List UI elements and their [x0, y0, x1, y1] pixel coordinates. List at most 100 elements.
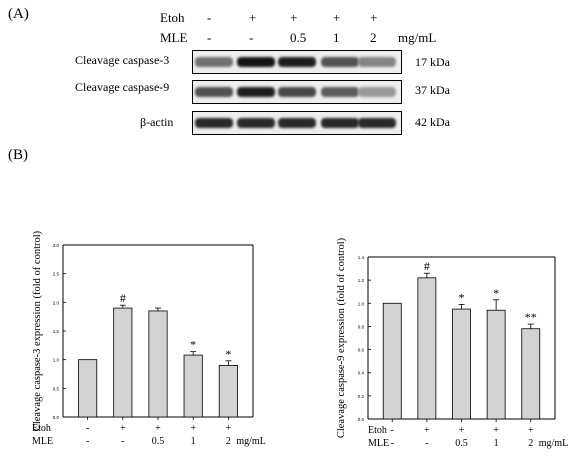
row-value: + — [528, 425, 534, 436]
bar — [218, 364, 238, 418]
y-tick-label: 0.0 — [53, 415, 60, 420]
bar — [183, 354, 203, 418]
caspase-3-bar-chart: 0.0 0.5 1.0 1.5 2.0 2.5 3.0 Cleavage caspase-3 … — [32, 230, 266, 447]
kda-caspase-9: 37 kDa — [415, 83, 450, 97]
significance-marker: # — [424, 259, 430, 273]
etoh-value-lane-2: + — [249, 10, 257, 25]
mle-value-lane-2: - — [249, 30, 254, 45]
blot-label-caspase-3: Cleavage caspase-3 — [75, 53, 170, 67]
row-value: - — [86, 436, 89, 447]
panel-b-label: (B) — [8, 147, 28, 163]
row-value: + — [424, 425, 430, 436]
blot-band-lane-1 — [195, 57, 233, 67]
y-tick-label: 3.0 — [53, 243, 60, 248]
panel-a-label: (A) — [8, 6, 29, 22]
bar — [486, 309, 506, 420]
row-value: + — [459, 425, 465, 436]
row-value: + — [120, 423, 126, 434]
y-tick-label: 1.0 — [358, 301, 365, 306]
y-tick-label: 0.5 — [53, 386, 60, 391]
bar — [382, 302, 402, 420]
kda-caspase-3: 17 kDa — [415, 55, 450, 69]
kda-beta-actin: 42 kDa — [415, 115, 450, 129]
bar — [521, 328, 541, 420]
blot-label-caspase-9: Cleavage caspase-9 — [75, 80, 170, 94]
etoh-value-lane-4: + — [333, 10, 341, 25]
mle-value-lane-4: 1 — [333, 30, 340, 45]
significance-marker: * — [459, 290, 465, 304]
blot-image-caspase-9 — [192, 80, 402, 104]
blot-image-beta-actin — [192, 111, 402, 135]
blot-band-lane-2 — [237, 87, 275, 97]
blot-label-beta-actin: β-actin — [140, 115, 174, 129]
y-tick-label: 2.5 — [53, 272, 60, 277]
mle-unit-label: mg/mL — [398, 30, 437, 45]
caspase-9-bar-chart: 0.0 0.2 0.4 0.6 0.8 1.0 1.2 1.4 Cleavage caspase… — [336, 237, 568, 449]
blot-band-lane-2 — [237, 57, 275, 67]
blot-band-lane-5 — [358, 118, 396, 128]
etoh-value-lane-3: + — [290, 10, 298, 25]
blot-band-lane-3 — [278, 118, 316, 128]
bar — [78, 359, 98, 418]
row-label-etoh: Etoh — [368, 425, 387, 436]
significance-marker: ** — [525, 310, 537, 324]
blot-image-caspase-3 — [192, 50, 402, 74]
row-value: 1 — [191, 436, 196, 447]
row-value: + — [155, 423, 161, 434]
significance-marker: * — [493, 286, 499, 300]
blot-band-lane-2 — [237, 118, 275, 128]
y-axis-label: Cleavage caspase-3 expression (fold of c… — [32, 230, 43, 431]
row-label-mle: MLE — [368, 438, 389, 449]
etoh-row-label: Etoh — [160, 10, 185, 25]
row-value: + — [493, 425, 499, 436]
y-tick-label: 1.4 — [358, 255, 365, 260]
blot-band-lane-1 — [195, 118, 233, 128]
row-value: 2 — [528, 438, 533, 449]
y-tick-label: 0.4 — [358, 371, 365, 376]
blot-band-lane-5 — [358, 87, 396, 97]
mle-value-lane-3: 0.5 — [290, 30, 307, 45]
y-tick-label: 0.0 — [358, 417, 365, 422]
blot-band-lane-3 — [278, 87, 316, 97]
y-tick-label: 0.2 — [358, 394, 365, 399]
y-tick-label: 1.2 — [358, 278, 365, 283]
bar — [452, 308, 471, 420]
y-tick-label: 2.0 — [53, 300, 60, 305]
blot-band-lane-4 — [321, 87, 359, 97]
row-unit: mg/mL — [539, 438, 568, 449]
blot-band-lane-5 — [358, 57, 396, 67]
row-unit: mg/mL — [236, 436, 265, 447]
bar — [148, 310, 168, 418]
row-value: - — [86, 423, 89, 434]
row-value: 0.5 — [455, 438, 468, 449]
y-tick-label: 1.0 — [53, 358, 60, 363]
row-value: 2 — [226, 436, 231, 447]
mle-row-label: MLE — [160, 30, 188, 45]
y-tick-label: 0.8 — [358, 324, 365, 329]
row-value: + — [190, 423, 196, 434]
significance-marker: * — [225, 347, 231, 361]
row-value: - — [391, 425, 394, 436]
bar — [113, 307, 133, 418]
significance-marker: # — [120, 291, 126, 305]
mle-value-lane-1: - — [207, 30, 212, 45]
row-label-etoh: Etoh — [32, 423, 51, 434]
row-value: + — [226, 423, 232, 434]
row-label-mle: MLE — [32, 436, 53, 447]
mle-value-lane-5: 2 — [370, 30, 377, 45]
row-value: 1 — [494, 438, 499, 449]
bar — [417, 277, 437, 420]
blot-band-lane-4 — [321, 118, 359, 128]
blot-band-lane-1 — [195, 87, 233, 97]
row-value: 0.5 — [152, 436, 165, 447]
row-value: - — [121, 436, 124, 447]
y-axis-label: Cleavage caspase-9 expression (fold of c… — [336, 237, 347, 438]
etoh-value-lane-5: + — [370, 10, 378, 25]
y-tick-label: 0.6 — [358, 348, 365, 353]
blot-band-lane-3 — [278, 57, 316, 67]
y-tick-label: 1.5 — [53, 329, 60, 334]
significance-marker: * — [190, 338, 196, 352]
etoh-value-lane-1: - — [207, 10, 212, 25]
row-value: - — [391, 438, 394, 449]
blot-band-lane-4 — [321, 57, 359, 67]
